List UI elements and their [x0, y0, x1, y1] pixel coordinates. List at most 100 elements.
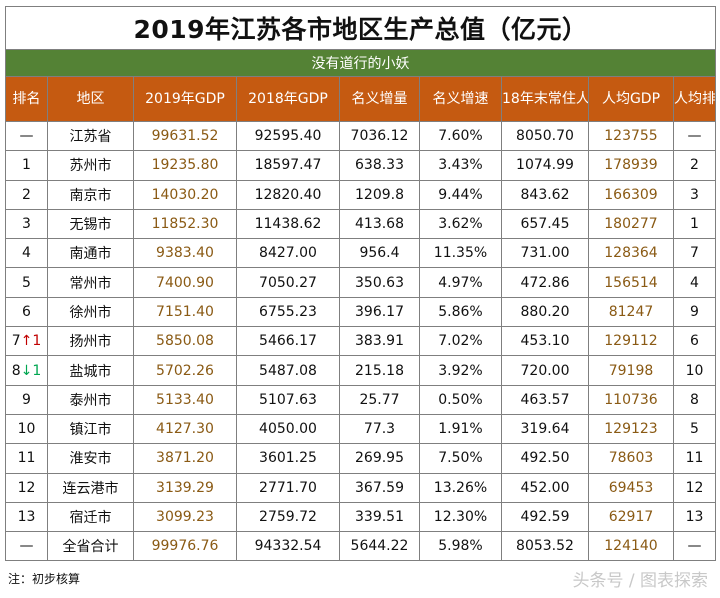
- cell-population: 319.64: [501, 413, 589, 445]
- cell-gdp-2019: 5133.40: [133, 384, 237, 415]
- cell-gdp-2019: 5702.26: [133, 355, 237, 386]
- cell-growth: 9.44%: [419, 179, 502, 210]
- cell-growth: 3.43%: [419, 150, 502, 181]
- cell-gdp-2019: 3871.20: [133, 443, 237, 474]
- cell-population: 472.86: [501, 267, 589, 298]
- cell-increase: 269.95: [339, 443, 420, 474]
- cell-per-capita-rank: 13: [672, 501, 717, 533]
- cell-per-capita-rank: —: [672, 531, 717, 562]
- table-row: 10 镇江市 4127.30 4050.00 77.3 1.91% 319.64 129123…: [5, 413, 717, 445]
- cell-region: 连云港市: [47, 472, 134, 503]
- table-row: 5 常州市 7400.90 7050.27 350.63 4.97% 472.86 15651…: [5, 267, 717, 298]
- cell-population: 731.00: [501, 238, 589, 269]
- cell-per-capita-rank: 8: [672, 384, 717, 415]
- cell-per-capita-rank: 4: [672, 267, 717, 298]
- cell-gdp-2018: 5487.08: [236, 355, 340, 386]
- cell-per-capita-rank: 2: [672, 150, 717, 181]
- rank-value: 6: [22, 303, 31, 320]
- rank-value: —: [19, 538, 34, 555]
- cell-rank: —: [5, 531, 48, 562]
- table-row: 4 南通市 9383.40 8427.00 956.4 11.35% 731.00 12836…: [5, 238, 717, 269]
- cell-per-capita-gdp: 128364: [588, 238, 674, 269]
- header-per-capita-rank: 人均排名: [672, 76, 717, 122]
- cell-rank: 10: [5, 413, 48, 445]
- rank-value: 7: [11, 333, 21, 350]
- cell-growth: 5.86%: [419, 296, 502, 328]
- cell-growth: 0.50%: [419, 384, 502, 415]
- cell-per-capita-gdp: 156514: [588, 267, 674, 298]
- cell-population: 492.50: [501, 443, 589, 474]
- cell-increase: 215.18: [339, 355, 420, 386]
- cell-growth: 11.35%: [419, 238, 502, 269]
- header-gdp-2018: 2018年GDP: [236, 76, 340, 122]
- rank-value: 5: [22, 274, 31, 291]
- cell-per-capita-gdp: 123755: [588, 120, 674, 152]
- cell-per-capita-gdp: 78603: [588, 443, 674, 474]
- cell-gdp-2019: 11852.30: [133, 208, 237, 240]
- cell-increase: 396.17: [339, 296, 420, 328]
- cell-per-capita-gdp: 129123: [588, 413, 674, 445]
- rank-down-indicator: ↓1: [20, 362, 42, 379]
- cell-population: 452.00: [501, 472, 589, 503]
- cell-growth: 4.97%: [419, 267, 502, 298]
- cell-gdp-2019: 19235.80: [133, 150, 237, 181]
- cell-gdp-2018: 2759.72: [236, 501, 340, 533]
- cell-population: 880.20: [501, 296, 589, 328]
- cell-per-capita-rank: 9: [672, 296, 717, 328]
- cell-gdp-2018: 94332.54: [236, 531, 340, 562]
- cell-gdp-2018: 12820.40: [236, 179, 340, 210]
- cell-rank: 3: [5, 208, 48, 240]
- table-row: 1 苏州市 19235.80 18597.47 638.33 3.43% 1074.99 17…: [5, 150, 717, 181]
- cell-region: 扬州市: [47, 326, 134, 357]
- cell-rank: 7↑1: [5, 326, 48, 357]
- cell-gdp-2018: 3601.25: [236, 443, 340, 474]
- cell-increase: 350.63: [339, 267, 420, 298]
- table-row: 7↑1 扬州市 5850.08 5466.17 383.91 7.02% 453.10 129…: [5, 326, 717, 357]
- cell-per-capita-gdp: 180277: [588, 208, 674, 240]
- rank-value: 9: [22, 391, 31, 408]
- cell-per-capita-rank: 1: [672, 208, 717, 240]
- cell-region: 无锡市: [47, 208, 134, 240]
- cell-region: 全省合计: [47, 531, 134, 562]
- cell-rank: 12: [5, 472, 48, 503]
- cell-per-capita-rank: 11: [672, 443, 717, 474]
- header-growth: 名义增速: [419, 76, 502, 122]
- rank-value: 4: [22, 245, 31, 262]
- table-subtitle: 没有道行的小妖: [4, 49, 717, 77]
- cell-per-capita-rank: 7: [672, 238, 717, 269]
- cell-increase: 77.3: [339, 413, 420, 445]
- cell-increase: 25.77: [339, 384, 420, 415]
- rank-value: 8: [11, 362, 21, 379]
- cell-population: 453.10: [501, 326, 589, 357]
- cell-growth: 3.92%: [419, 355, 502, 386]
- cell-region: 江苏省: [47, 120, 134, 152]
- cell-region: 南通市: [47, 238, 134, 269]
- cell-growth: 1.91%: [419, 413, 502, 445]
- rank-value: 1: [22, 157, 31, 174]
- cell-growth: 7.02%: [419, 326, 502, 357]
- rank-value: 12: [17, 479, 36, 496]
- cell-rank: 13: [5, 501, 48, 533]
- cell-gdp-2018: 11438.62: [236, 208, 340, 240]
- cell-per-capita-gdp: 166309: [588, 179, 674, 210]
- gdp-table: 2019年江苏各市地区生产总值（亿元） 没有道行的小妖 排名 地区 2019年G…: [4, 6, 717, 562]
- cell-rank: 4: [5, 238, 48, 269]
- cell-growth: 7.50%: [419, 443, 502, 474]
- cell-gdp-2019: 3139.29: [133, 472, 237, 503]
- cell-per-capita-rank: 6: [672, 326, 717, 357]
- cell-gdp-2018: 5107.63: [236, 384, 340, 415]
- rank-value: 11: [17, 450, 36, 467]
- cell-population: 8053.52: [501, 531, 589, 562]
- cell-per-capita-gdp: 124140: [588, 531, 674, 562]
- cell-per-capita-rank: 12: [672, 472, 717, 503]
- cell-increase: 383.91: [339, 326, 420, 357]
- rank-value: —: [19, 128, 34, 145]
- cell-per-capita-gdp: 110736: [588, 384, 674, 415]
- cell-growth: 7.60%: [419, 120, 502, 152]
- cell-population: 492.59: [501, 501, 589, 533]
- cell-region: 泰州市: [47, 384, 134, 415]
- table-row: 9 泰州市 5133.40 5107.63 25.77 0.50% 463.57 110736…: [5, 384, 717, 415]
- cell-rank: 5: [5, 267, 48, 298]
- table-row: — 全省合计 99976.76 94332.54 5644.22 5.98% 8053.52…: [5, 531, 717, 562]
- cell-per-capita-rank: 10: [672, 355, 717, 386]
